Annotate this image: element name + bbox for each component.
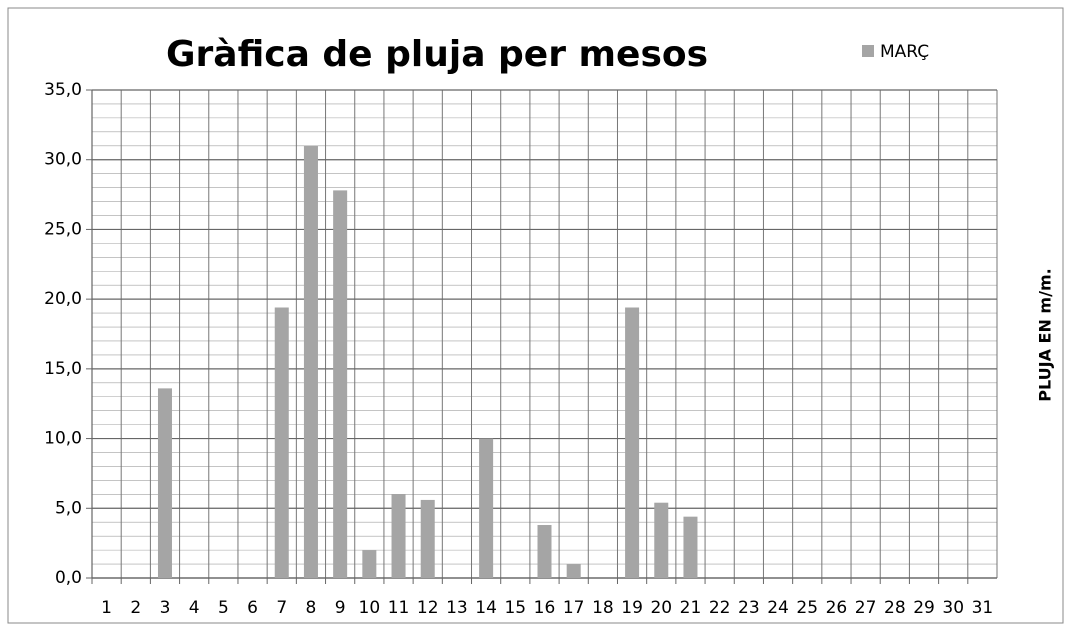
y-tick-label: 15,0 [44, 359, 82, 379]
x-tick-label: 9 [335, 598, 346, 618]
y-tick-label: 25,0 [44, 219, 82, 239]
bar [274, 307, 289, 578]
x-tick-label: 21 [680, 598, 702, 618]
y-axis-label: PLUJA EN m/m. [1036, 268, 1055, 401]
x-tick-label: 25 [796, 598, 818, 618]
x-tick-label: 23 [738, 598, 760, 618]
x-tick-label: 11 [388, 598, 410, 618]
bar [333, 190, 348, 579]
x-tick-label: 24 [767, 598, 789, 618]
legend-label: MARÇ [880, 42, 929, 62]
x-tick-label: 29 [913, 598, 935, 618]
x-tick-label: 14 [475, 598, 497, 618]
x-tick-label: 12 [417, 598, 439, 618]
bar [537, 525, 552, 578]
y-tick-label: 10,0 [44, 429, 82, 449]
x-tick-label: 8 [306, 598, 317, 618]
y-tick-label: 20,0 [44, 289, 82, 309]
x-tick-label: 3 [160, 598, 171, 618]
x-tick-label: 22 [709, 598, 731, 618]
x-tick-label: 10 [359, 598, 381, 618]
bar [362, 550, 377, 578]
bar [420, 499, 435, 578]
bar [391, 494, 406, 578]
x-tick-label: 2 [130, 598, 141, 618]
bar [654, 502, 669, 578]
bar [479, 438, 494, 578]
x-tick-label: 17 [563, 598, 585, 618]
x-tick-label: 19 [621, 598, 643, 618]
y-tick-label: 35,0 [44, 80, 82, 100]
x-tick-label: 30 [942, 598, 964, 618]
x-tick-label: 6 [247, 598, 258, 618]
x-tick-label: 13 [446, 598, 468, 618]
y-tick-label: 0,0 [55, 568, 82, 588]
x-tick-label: 4 [189, 598, 200, 618]
y-tick-label: 30,0 [44, 150, 82, 170]
x-tick-label: 1 [101, 598, 112, 618]
bar [683, 516, 698, 578]
x-tick-label: 28 [884, 598, 906, 618]
bar [303, 145, 318, 578]
chart-frame [7, 7, 1064, 624]
x-tick-label: 15 [504, 598, 526, 618]
bar [625, 307, 640, 578]
x-tick-label: 20 [650, 598, 672, 618]
bar [157, 388, 172, 578]
x-tick-label: 7 [276, 598, 287, 618]
x-tick-label: 5 [218, 598, 229, 618]
x-tick-label: 31 [972, 598, 994, 618]
x-tick-label: 27 [855, 598, 877, 618]
x-tick-label: 18 [592, 598, 614, 618]
y-tick-label: 5,0 [55, 498, 82, 518]
bar [566, 564, 581, 578]
chart-title: Gràfica de pluja per mesos [166, 34, 708, 75]
legend-swatch [862, 45, 874, 57]
x-tick-label: 26 [826, 598, 848, 618]
x-tick-label: 16 [534, 598, 556, 618]
